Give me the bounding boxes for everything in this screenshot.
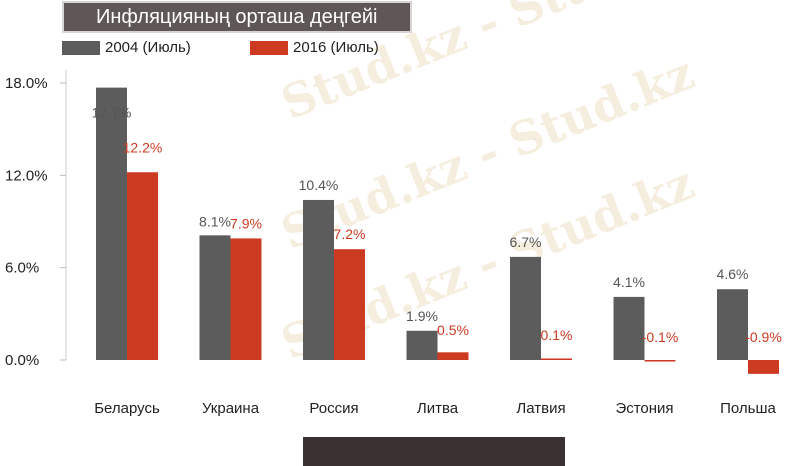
bar — [748, 360, 779, 374]
chart-title: Инфляцияның орташа деңгейі — [62, 1, 412, 33]
data-label: 6.7% — [510, 234, 542, 250]
legend-swatch-2004 — [62, 41, 100, 55]
data-label: 4.6% — [717, 266, 749, 282]
bar — [303, 199, 334, 360]
x-tick-label: Латвия — [516, 400, 565, 417]
data-label: 4.1% — [613, 274, 645, 290]
y-tick-label: 6.0% — [5, 260, 39, 277]
data-label: 17.7% — [92, 105, 132, 121]
bar — [199, 235, 231, 360]
bottom-bar — [303, 437, 565, 466]
x-tick-label: Россия — [309, 400, 358, 417]
data-label: 7.2% — [334, 226, 366, 242]
data-label: 1.9% — [406, 308, 438, 324]
y-tick-label: 0.0% — [5, 352, 39, 369]
bar — [230, 238, 262, 360]
y-tick-label: 18.0% — [5, 75, 48, 92]
bar — [613, 296, 645, 360]
data-label: 10.4% — [299, 177, 339, 193]
bar — [96, 87, 127, 360]
bar — [717, 289, 748, 360]
x-axis: Беларусь Украина Россия Литва Латвия Эстония П… — [94, 400, 776, 417]
x-tick-label: Беларусь — [94, 400, 160, 417]
data-label: 8.1% — [199, 213, 231, 229]
data-label: 0.1% — [541, 327, 573, 343]
data-label: -0.1% — [642, 329, 679, 345]
bar — [334, 249, 365, 360]
x-tick-label: Литва — [417, 400, 459, 417]
data-label: 12.2% — [123, 139, 163, 155]
legend-label-2016: 2016 (Июль) — [293, 39, 379, 56]
bar — [437, 352, 469, 360]
data-label: -0.9% — [745, 329, 782, 345]
y-axis: 0.0% 6.0% 12.0% 18.0% — [5, 70, 67, 369]
bar — [127, 172, 158, 360]
x-tick-label: Эстония — [615, 400, 673, 417]
bar — [541, 358, 572, 360]
legend-label-2004: 2004 (Июль) — [105, 39, 191, 56]
bar — [510, 256, 541, 360]
y-tick-label: 12.0% — [5, 167, 48, 184]
data-label: 7.9% — [230, 215, 262, 231]
bar — [644, 360, 676, 362]
data-labels: 17.7% 12.2% 8.1% 7.9% 10.4% 7.2% 1.9%0.5% 6.7% 0… — [92, 105, 782, 345]
bar — [406, 330, 438, 360]
x-tick-label: Польша — [720, 400, 776, 417]
x-tick-label: Украина — [202, 400, 260, 417]
legend-swatch-2016 — [250, 41, 288, 55]
bars — [96, 87, 779, 374]
data-label: 0.5% — [437, 322, 469, 338]
